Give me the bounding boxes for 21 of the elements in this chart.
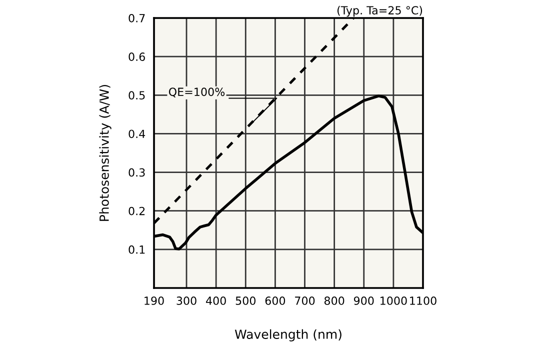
x-tick-label: 600 — [265, 296, 286, 305]
text: (Typ. Ta=25 °C) — [337, 6, 422, 17]
y-tick-label: 0.6 — [128, 52, 145, 61]
y-tick-label: 0.3 — [128, 168, 145, 177]
y-tick-label: 0.7 — [128, 14, 145, 22]
y-tick-label: 0.4 — [128, 130, 146, 138]
x-tick-label: 500 — [236, 296, 256, 305]
y-tick-label: 0.1 — [128, 245, 145, 254]
y-tick-label: 0.2 — [128, 206, 145, 216]
y-tick-label: 0.5 — [128, 91, 145, 100]
x-tick-label: 300 — [176, 296, 196, 305]
x-axis-title: Wavelength (nm) — [234, 329, 342, 342]
x-tick-label: 1100 — [410, 296, 436, 305]
x-tick-label: 800 — [324, 296, 344, 305]
x-tick-label: 700 — [295, 296, 315, 305]
x-tick-label: 1000 — [380, 296, 407, 305]
x-tick-label: 900 — [354, 296, 374, 305]
x-tick-label: 190 — [144, 296, 164, 305]
annotation: QE=100% — [168, 88, 225, 98]
y-axis-title: Photosensitivity (A/W) — [99, 84, 112, 221]
x-tick-label: 400 — [206, 296, 226, 305]
